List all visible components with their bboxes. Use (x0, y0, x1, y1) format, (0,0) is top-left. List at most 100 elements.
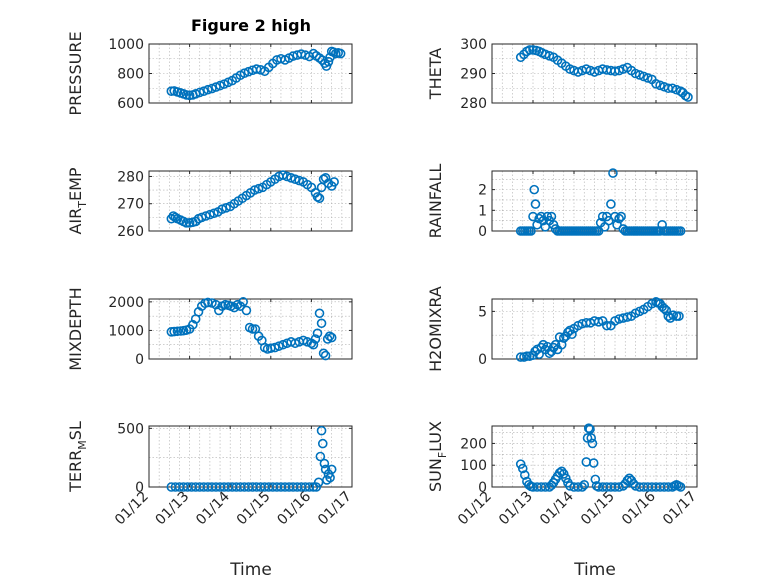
y-tick-label: 1000 (108, 37, 144, 53)
data-point (588, 458, 599, 468)
data-point (221, 203, 231, 213)
data-point (304, 482, 315, 492)
data-point (554, 468, 565, 478)
data-point (675, 482, 686, 492)
data-point (314, 193, 325, 204)
data-point (308, 482, 319, 492)
data-point (294, 175, 305, 186)
y-axis-label: RAINFALL (426, 164, 445, 239)
subplot-mixdepth: 0 1000 2000 MIXDEPTH (66, 287, 353, 371)
data-series (166, 297, 337, 361)
data-point (614, 65, 624, 76)
y-axis-label: THETA (426, 48, 445, 100)
data-point (590, 474, 601, 485)
data-point (278, 170, 288, 180)
figure-title: Figure 2 high (191, 16, 311, 35)
data-point (659, 303, 670, 314)
data-series (515, 423, 686, 492)
data-point (318, 348, 329, 359)
data-point (170, 212, 181, 223)
data-point (683, 92, 693, 102)
data-point (282, 171, 292, 182)
data-point (634, 70, 645, 80)
data-point (550, 339, 561, 350)
data-point (194, 87, 205, 98)
x-axis-label-right: Time (573, 560, 616, 580)
data-point (577, 482, 588, 492)
data-point (585, 424, 595, 435)
data-point (249, 185, 260, 195)
y-tick-label: 280 (117, 169, 144, 185)
data-point (661, 305, 672, 316)
subplot-rainfall: 0 1 2 RAINFALL (426, 164, 698, 240)
y-tick-label: 800 (117, 67, 144, 83)
data-point (530, 199, 541, 209)
y-axis-label: H2OMIXRA (426, 286, 445, 372)
y-axis-label: PRESSURE (66, 31, 85, 115)
data-point (556, 339, 567, 350)
data-point (583, 423, 594, 433)
data-series (515, 45, 693, 102)
data-point (556, 466, 567, 477)
data-point (205, 209, 215, 220)
y-tick-label: 2000 (108, 295, 144, 311)
data-point (651, 79, 661, 89)
data-point (655, 80, 665, 91)
data-point (581, 64, 592, 74)
data-point (320, 350, 331, 361)
data-point (573, 67, 583, 77)
data-point (614, 213, 624, 224)
y-tick-label: 0 (478, 480, 487, 496)
plot-border (148, 425, 353, 488)
y-tick-label: 300 (460, 37, 487, 53)
data-point (308, 339, 319, 350)
data-point (315, 451, 326, 462)
data-point (565, 64, 575, 74)
data-point (196, 212, 207, 223)
plot-area (491, 170, 698, 232)
data-point (529, 184, 540, 195)
y-tick-label: 270 (117, 197, 144, 213)
data-point (534, 349, 544, 360)
data-point (323, 56, 334, 67)
y-tick-label: 1000 (108, 323, 144, 339)
data-point (201, 211, 211, 221)
y-tick-label: 0 (135, 480, 144, 496)
plot-border (148, 170, 353, 232)
data-point (312, 328, 323, 339)
data-point (290, 338, 300, 349)
data-point (622, 312, 633, 322)
data-point (238, 297, 248, 307)
data-point (589, 67, 600, 77)
data-point (181, 90, 192, 100)
data-point (329, 177, 339, 187)
data-point (181, 218, 192, 228)
data-point (317, 438, 328, 449)
y-tick-label: 0 (478, 224, 487, 240)
data-point (674, 311, 684, 321)
data-point (253, 183, 264, 194)
data-point (515, 352, 526, 362)
data-point (519, 470, 530, 480)
plot-border (148, 298, 353, 360)
data-point (630, 68, 641, 79)
y-tick-label: 500 (117, 421, 144, 437)
y-tick-label: 0 (478, 352, 487, 368)
data-point (316, 425, 327, 436)
data-point (593, 317, 604, 327)
data-series (166, 425, 337, 492)
y-tick-label: 100 (460, 458, 487, 474)
y-axis-label: TERRMSL (66, 421, 89, 493)
data-point (217, 204, 227, 214)
y-axis-label: MIXDEPTH (66, 287, 85, 370)
y-axis-label: SUNFLUX (426, 421, 449, 492)
data-point (608, 168, 618, 178)
subplot-h2omixra: 0 5 H2OMIXRA (426, 286, 698, 372)
data-point (335, 48, 346, 59)
data-point (296, 49, 307, 59)
data-point (274, 341, 284, 351)
data-point (320, 173, 331, 183)
y-tick-label: 200 (460, 436, 487, 452)
data-point (638, 71, 649, 82)
